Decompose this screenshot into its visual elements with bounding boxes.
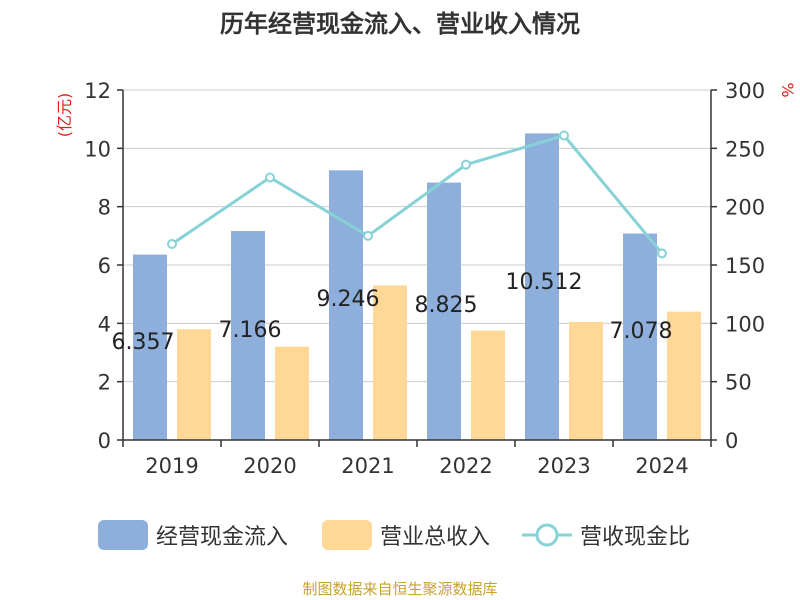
y-right-tick-label: 0 xyxy=(725,429,738,453)
bar-revenue-2023 xyxy=(569,321,603,440)
legend-line-marker-icon xyxy=(522,523,572,547)
legend-item-ratio[interactable]: 营收现金比 xyxy=(522,518,690,552)
legend-swatch-revenue xyxy=(322,520,372,550)
y-right-tick-label: 200 xyxy=(725,196,765,220)
data-label-inflow-2020: 7.166 xyxy=(219,318,282,343)
bar-revenue-2021 xyxy=(373,285,407,440)
x-tick-label: 2024 xyxy=(635,454,688,478)
data-label-inflow-2022: 8.825 xyxy=(415,293,478,318)
legend: 经营现金流入 营业总收入 营收现金比 xyxy=(0,518,800,552)
y-left-tick-label: 2 xyxy=(98,371,111,395)
y-left-tick-label: 12 xyxy=(84,79,111,103)
y-right-tick-label: 100 xyxy=(725,312,765,336)
bar-inflow-2022 xyxy=(427,182,461,440)
y-left-unit-label: (亿元) xyxy=(55,93,74,138)
data-label-inflow-2023: 10.512 xyxy=(506,270,583,295)
bar-revenue-2020 xyxy=(275,346,309,440)
y-left-tick-label: 4 xyxy=(98,312,111,336)
legend-item-revenue[interactable]: 营业总收入 xyxy=(322,518,490,552)
legend-item-inflow[interactable]: 经营现金流入 xyxy=(98,518,288,552)
legend-label-revenue: 营业总收入 xyxy=(380,525,491,550)
point-ratio-2019 xyxy=(167,239,177,249)
bar-inflow-2024 xyxy=(623,233,657,440)
bar-revenue-2022 xyxy=(471,330,505,440)
x-tick-label: 2023 xyxy=(537,454,590,478)
bar-inflow-2019 xyxy=(133,254,167,440)
data-label-inflow-2021: 9.246 xyxy=(317,287,380,312)
y-left-tick-label: 0 xyxy=(98,429,111,453)
y-right-tick-label: 250 xyxy=(725,137,765,161)
data-label-inflow-2024: 7.078 xyxy=(610,319,673,344)
y-left-tick-label: 10 xyxy=(84,137,111,161)
bar-inflow-2020 xyxy=(231,230,265,440)
source-note: 制图数据来自恒生聚源数据库 xyxy=(302,580,498,598)
y-right-unit-label: % xyxy=(778,82,797,97)
line-ratio xyxy=(171,133,664,255)
y-right-tick-label: 150 xyxy=(725,254,765,278)
point-ratio-2022 xyxy=(461,159,471,170)
point-ratio-2023 xyxy=(559,130,569,141)
y-left-tick-label: 8 xyxy=(98,196,111,220)
y-right-tick-label: 300 xyxy=(725,79,765,103)
legend-swatch-inflow xyxy=(98,520,148,550)
bar-revenue-2019 xyxy=(177,329,211,440)
legend-label-inflow: 经营现金流入 xyxy=(156,525,289,550)
y-left-tick-label: 6 xyxy=(98,254,111,278)
point-ratio-2020 xyxy=(265,172,275,183)
bar-revenue-2024 xyxy=(667,311,701,440)
data-label-inflow-2019: 6.357 xyxy=(112,330,175,355)
legend-label-ratio: 营收现金比 xyxy=(580,525,691,550)
x-tick-label: 2020 xyxy=(243,454,296,478)
point-ratio-2021 xyxy=(363,230,373,241)
bar-inflow-2023 xyxy=(525,133,559,440)
x-tick-label: 2021 xyxy=(341,454,394,478)
chart-title: 历年经营现金流入、营业收入情况 xyxy=(220,10,580,38)
y-right-tick-label: 50 xyxy=(725,371,752,395)
point-ratio-2024 xyxy=(657,248,667,259)
x-tick-label: 2022 xyxy=(439,454,492,478)
x-tick-label: 2019 xyxy=(145,454,198,478)
